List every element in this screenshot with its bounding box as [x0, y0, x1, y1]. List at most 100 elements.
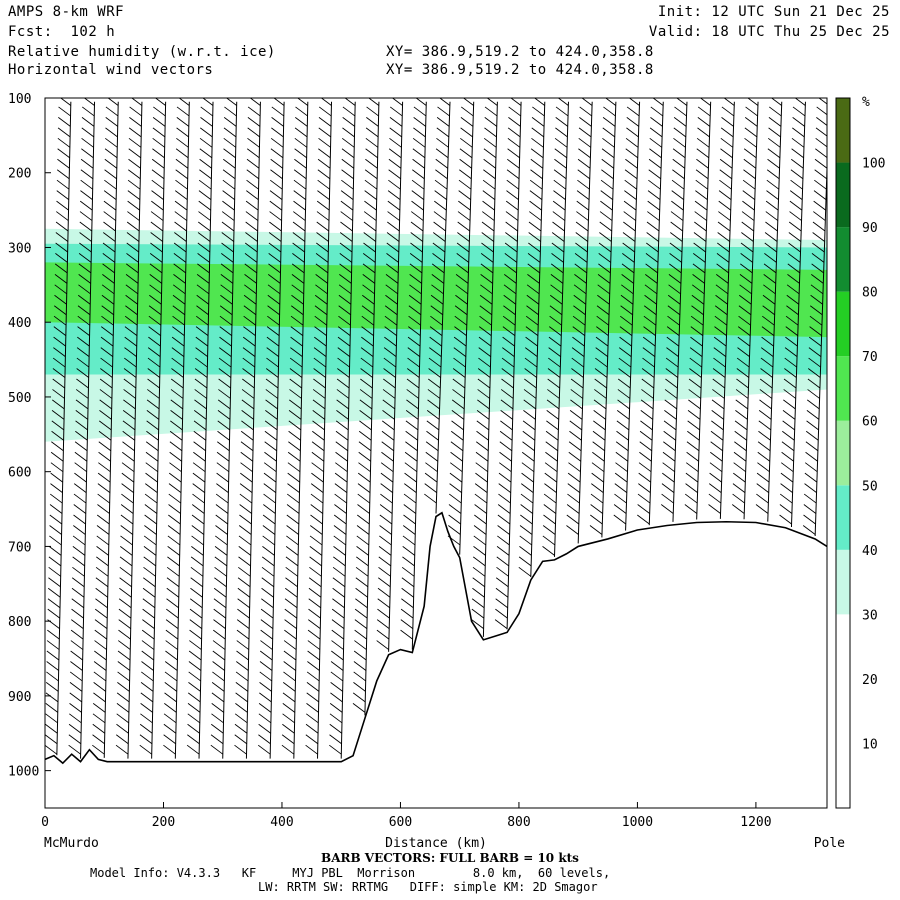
barb	[265, 378, 279, 389]
barb	[316, 211, 330, 221]
barb	[506, 179, 520, 190]
barb-staff	[411, 101, 427, 650]
barb	[450, 451, 463, 462]
barb	[379, 514, 393, 525]
colorbar-segment	[836, 485, 850, 550]
barb	[195, 326, 209, 337]
barb	[570, 399, 583, 410]
barb	[355, 598, 368, 609]
barb-staff	[317, 101, 333, 759]
barb	[425, 441, 439, 452]
barb	[267, 273, 281, 284]
barb	[498, 472, 512, 483]
barb	[75, 430, 88, 441]
colorbar-label: 10	[862, 737, 878, 752]
barb	[295, 117, 308, 127]
barb	[337, 326, 351, 337]
barb	[505, 221, 518, 232]
barb	[191, 514, 205, 525]
barb	[617, 389, 631, 399]
barb	[628, 98, 640, 106]
barb	[721, 106, 735, 117]
barb	[638, 472, 651, 483]
barb	[147, 389, 160, 399]
barb	[525, 347, 538, 357]
barb	[545, 451, 558, 462]
barb	[314, 326, 327, 337]
y-tick-label: 200	[8, 167, 31, 182]
barb	[542, 525, 556, 535]
barb	[307, 629, 321, 640]
barb	[237, 587, 251, 598]
barb	[734, 430, 747, 441]
barb	[427, 378, 441, 389]
barb-column	[447, 98, 475, 555]
colorbar-frame	[835, 97, 851, 809]
barb	[127, 190, 141, 201]
barb	[500, 389, 514, 399]
barb	[713, 347, 727, 357]
barb	[710, 430, 724, 441]
barb	[578, 127, 592, 138]
barb	[505, 211, 519, 221]
barb	[686, 441, 700, 452]
barb	[449, 483, 462, 493]
barb	[266, 336, 280, 347]
barb	[483, 169, 496, 180]
barb	[413, 117, 426, 127]
barb-column	[257, 98, 285, 759]
barb	[142, 598, 156, 609]
barb	[598, 263, 611, 274]
barb	[358, 451, 371, 462]
barb	[318, 148, 331, 159]
barb	[127, 179, 141, 190]
barb	[503, 305, 516, 316]
barb	[192, 472, 206, 483]
barb	[529, 179, 543, 190]
barb	[329, 702, 343, 713]
barb	[190, 556, 204, 567]
barb	[120, 546, 133, 556]
barb	[620, 315, 633, 326]
barb	[713, 357, 726, 368]
barb	[484, 117, 498, 127]
barb	[222, 200, 235, 211]
barb	[191, 535, 204, 546]
barb	[246, 158, 260, 169]
barb	[344, 98, 356, 106]
barb	[475, 472, 488, 483]
barb	[263, 462, 277, 473]
barb	[126, 253, 139, 263]
barb	[384, 315, 398, 326]
barb	[642, 347, 656, 357]
barb	[55, 232, 69, 242]
barb	[193, 410, 207, 420]
barb	[762, 305, 775, 316]
barb	[756, 472, 770, 483]
barb	[758, 430, 771, 441]
barb	[547, 389, 560, 399]
barb	[669, 242, 683, 253]
barb	[338, 294, 352, 305]
barb	[495, 577, 509, 588]
barb	[362, 294, 375, 305]
barb	[356, 556, 369, 567]
barb	[316, 242, 329, 253]
barb	[579, 117, 592, 127]
barb	[412, 169, 425, 180]
barb	[297, 98, 309, 106]
barb	[783, 378, 797, 389]
barb	[502, 315, 516, 326]
barb	[195, 357, 208, 368]
barb	[216, 451, 230, 462]
barb	[99, 389, 113, 399]
barb	[368, 98, 380, 106]
colorbar-segment	[836, 420, 850, 486]
barb	[429, 347, 442, 357]
barb	[169, 451, 182, 462]
barb	[616, 430, 629, 441]
barb	[249, 98, 261, 106]
barb	[424, 493, 437, 504]
barb	[317, 158, 331, 169]
